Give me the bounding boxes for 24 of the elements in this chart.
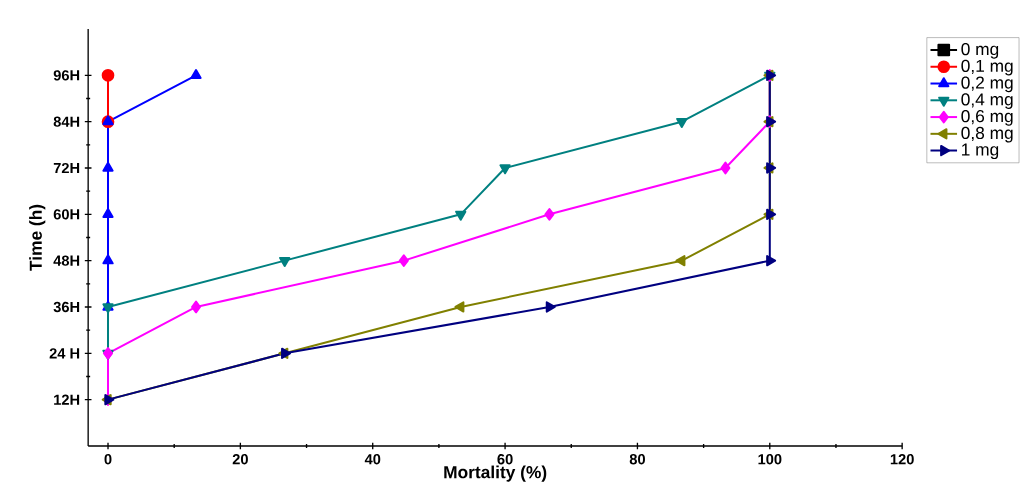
legend-label: 0,6 mg	[961, 110, 1013, 126]
x-tick-label: 40	[364, 454, 381, 465]
x-axis-title: Mortality (%)	[444, 465, 547, 482]
x-tick-label: 120	[890, 454, 914, 465]
y-tick-label: 72H	[53, 162, 80, 174]
x-tick-label: 60	[497, 454, 513, 465]
y-tick-label: 84H	[53, 116, 80, 127]
legend-label: 0,8 mg	[961, 126, 1013, 143]
y-axis-title: Time (h)	[29, 204, 46, 271]
legend-label: 0,1 mg	[961, 59, 1013, 76]
y-tick-label: 24 H	[49, 348, 80, 359]
x-tick-label: 0	[104, 454, 112, 465]
legend-label: 0 mg	[961, 42, 999, 59]
y-tick-label: 12H	[54, 394, 80, 405]
y-tick-label: 96H	[53, 70, 80, 81]
legend-label: 1 mg	[962, 143, 999, 160]
y-tick-label: 48H	[53, 255, 80, 266]
x-tick-label: 100	[758, 454, 782, 465]
y-tick-label: 36H	[53, 301, 80, 313]
y-tick-label: 60H	[53, 209, 80, 220]
x-tick-label: 20	[232, 454, 248, 465]
legend-label: 0,2 mg	[961, 76, 1013, 93]
legend-label: 0,4 mg	[961, 93, 1013, 109]
x-tick-label: 80	[629, 454, 645, 465]
